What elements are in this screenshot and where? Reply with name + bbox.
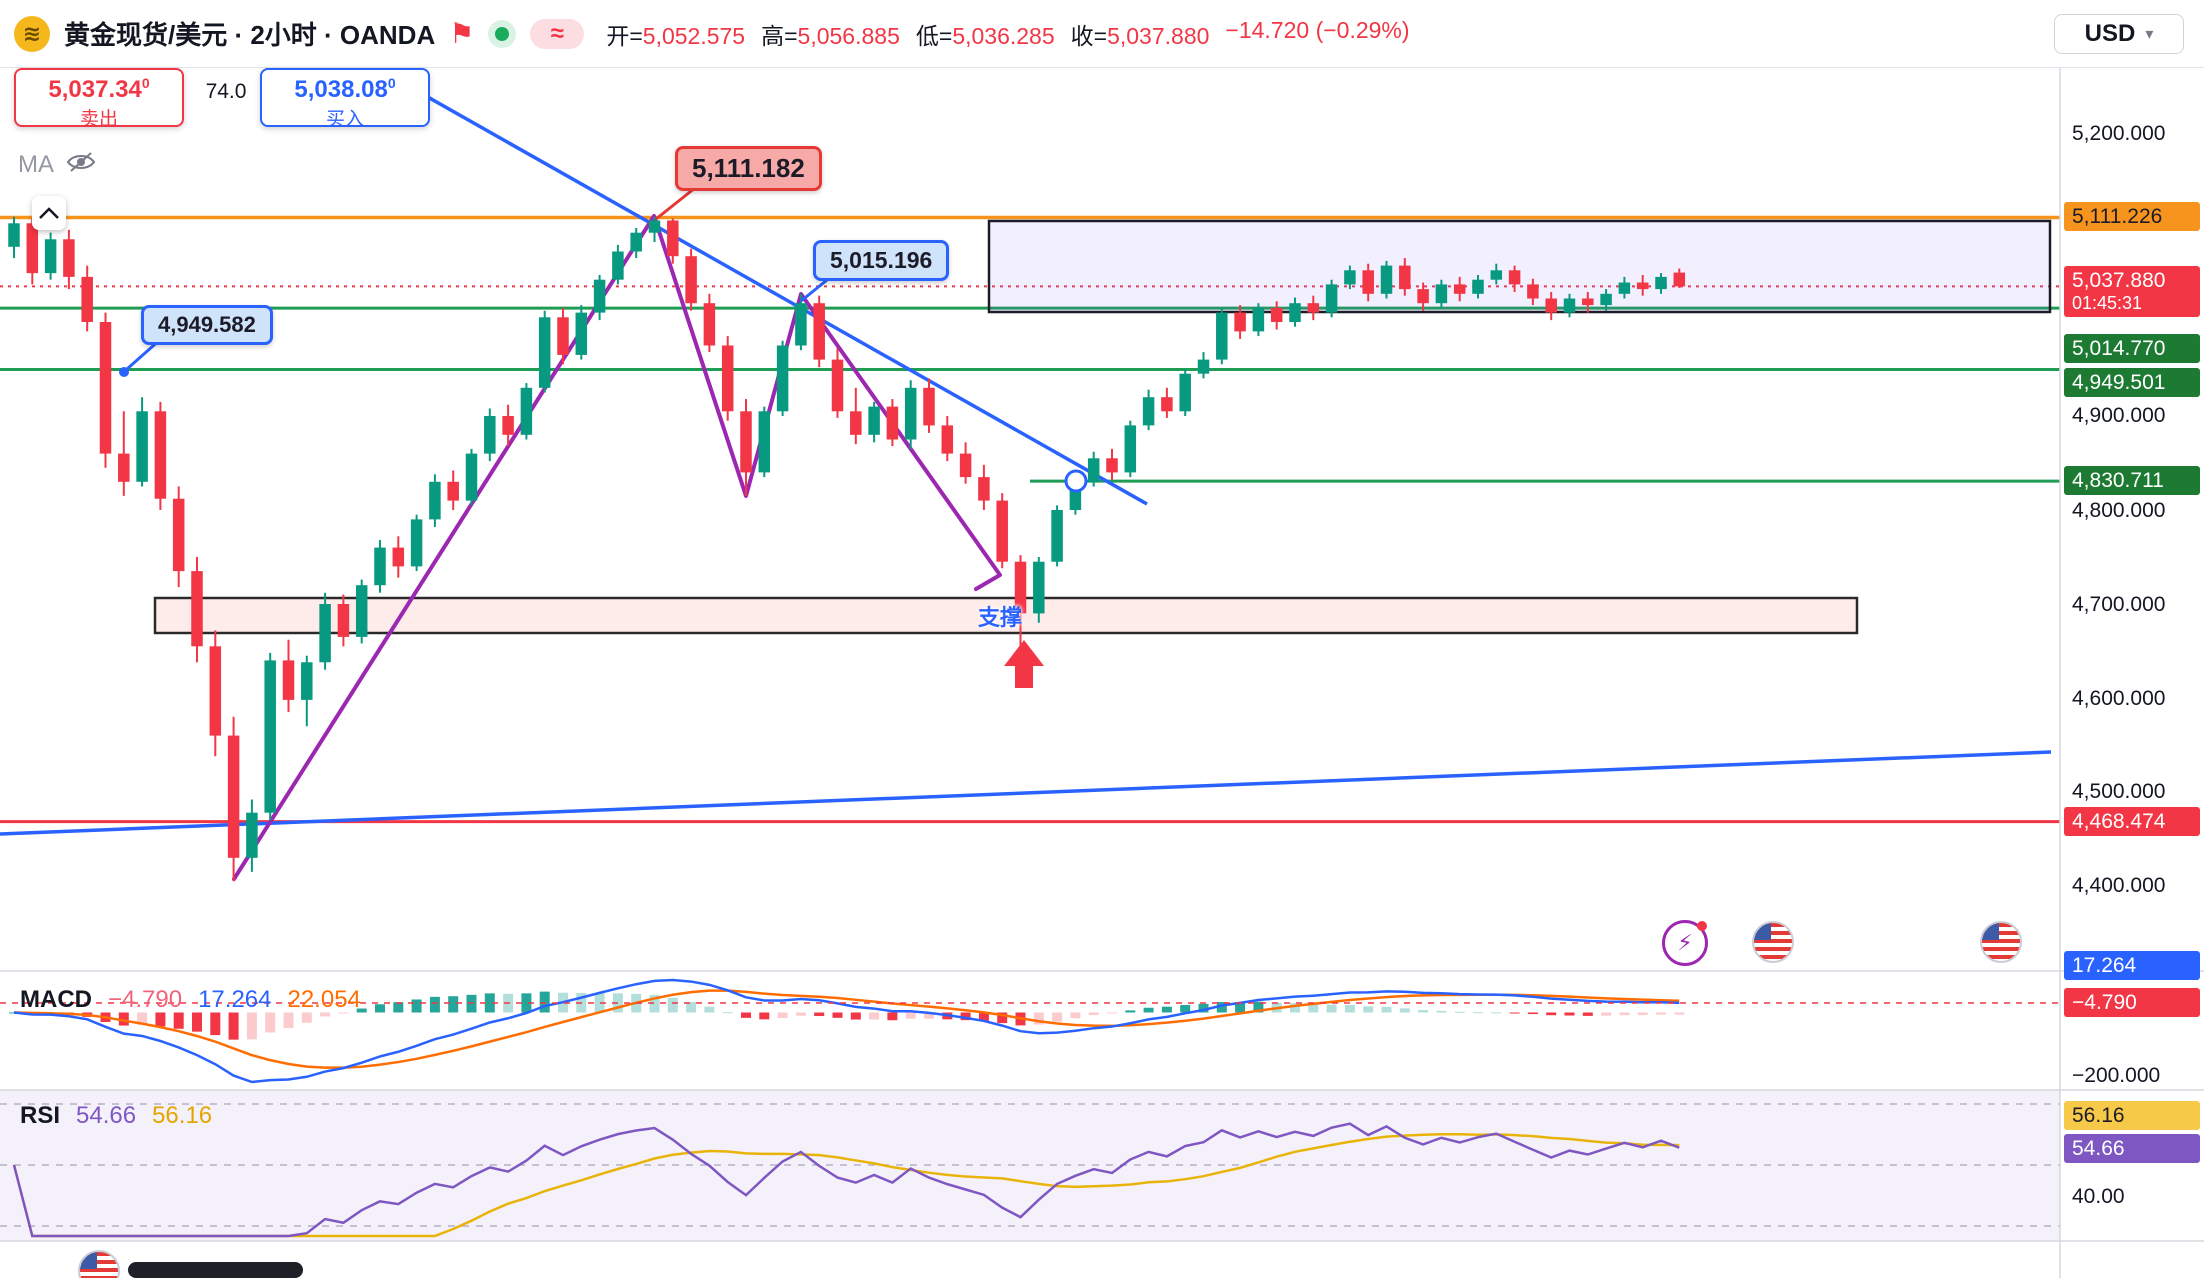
axis-label: 4,468.474: [2064, 807, 2200, 837]
axis-label: 5,037.880 01:45:31: [2064, 266, 2200, 317]
chevron-up-button[interactable]: [32, 196, 66, 230]
chevron-down-icon: ▾: [2145, 25, 2154, 43]
axis-label: 5,111.226: [2064, 202, 2200, 232]
approx-pill-icon[interactable]: ≈: [530, 18, 585, 49]
axis-label: 4,400.000: [2072, 874, 2166, 897]
axis-label: 4,900.000: [2072, 404, 2166, 427]
ma-indicator-label[interactable]: MA: [18, 150, 54, 178]
axis-label: 4,600.000: [2072, 687, 2166, 710]
bottom-toolbar-partial[interactable]: [128, 1262, 303, 1278]
currency-button[interactable]: USD ▾: [2054, 13, 2184, 54]
rsi-ma-value: 56.16: [152, 1102, 213, 1129]
market-status-icon[interactable]: [488, 19, 517, 48]
axis-label: 4,500.000: [2072, 780, 2166, 803]
price-callout-low[interactable]: 4,949.582: [141, 305, 273, 345]
price-axis[interactable]: 5,200.000 5,111.226 5,037.880 01:45:31 5,014…: [2060, 0, 2204, 1278]
us-flag-icon[interactable]: [1980, 921, 2022, 963]
change-value: −14.720 (−0.29%): [1225, 16, 1410, 43]
axis-label: 5,014.770: [2064, 334, 2200, 364]
flash-icon[interactable]: ⚡: [1662, 920, 1708, 966]
us-flag-icon[interactable]: [1752, 921, 1794, 963]
rsi-legend[interactable]: RSI 54.66 56.16: [20, 1102, 213, 1129]
us-flag-icon-partial[interactable]: [78, 1250, 120, 1278]
price-callout-high[interactable]: 5,111.182: [675, 146, 822, 191]
macd-hist-value: −4.790: [108, 986, 183, 1013]
symbol-logo-icon: ≋: [14, 15, 50, 52]
macd-line-value: 17.264: [198, 986, 272, 1013]
axis-label: 40.00: [2072, 1185, 2125, 1208]
axis-label: 4,800.000: [2072, 499, 2166, 522]
axis-label: −4.790: [2064, 988, 2200, 1018]
spread-value: 74.0: [205, 80, 247, 103]
ohlc-row: 开=5,052.575 高=5,056.885 低=5,036.285 收=5,…: [606, 16, 1410, 49]
chevron-up-icon: [39, 207, 59, 219]
axis-label: 56.16: [2064, 1101, 2200, 1131]
axis-label: 17.264: [2064, 951, 2200, 981]
sell-button[interactable]: 5,037.340 卖出: [14, 68, 184, 130]
support-zone-label[interactable]: 支撑: [978, 605, 1023, 630]
macd-legend[interactable]: MACD −4.790 17.264 22.054: [20, 986, 361, 1013]
chart-header: ≋ 黄金现货/美元 · 2小时 · OANDA ⚑ ≈ 开=5,052.575 …: [0, 0, 2204, 68]
macd-signal-value: 22.054: [287, 986, 361, 1013]
flag-icon[interactable]: ⚑: [449, 17, 475, 49]
symbol-title[interactable]: 黄金现货/美元 · 2小时 · OANDA: [64, 20, 436, 50]
price-callout-mid[interactable]: 5,015.196: [813, 240, 950, 281]
axis-label: 5,200.000: [2072, 122, 2166, 145]
visibility-off-icon[interactable]: [66, 150, 96, 179]
notification-dot: [1697, 921, 1707, 931]
axis-label: −200.000: [2072, 1064, 2161, 1087]
buy-button[interactable]: 5,038.080 买入: [260, 68, 430, 130]
axis-label: 54.66: [2064, 1134, 2200, 1164]
axis-label: 4,830.711: [2064, 466, 2200, 496]
axis-label: 4,700.000: [2072, 593, 2166, 616]
rsi-value: 54.66: [76, 1102, 137, 1129]
axis-label: 4,949.501: [2064, 368, 2200, 398]
